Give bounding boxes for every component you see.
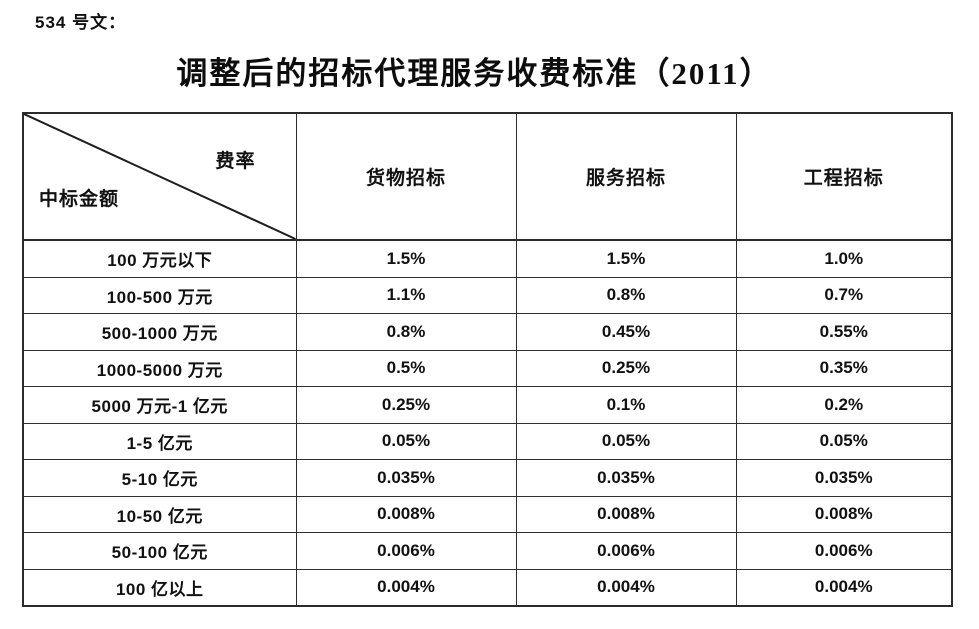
fee-cell: 0.2% [735,386,953,424]
table-row: 5-10 亿元 0.035% 0.035% 0.035% [22,459,953,497]
fee-cell: 0.5% [295,349,517,387]
fee-cell: 1.0% [735,239,953,278]
diagonal-line [24,114,296,239]
table-row: 1000-5000 万元 0.5% 0.25% 0.35% [22,349,953,387]
fee-cell: 0.05% [295,422,517,460]
row-label: 5-10 亿元 [22,459,297,497]
table-header-row: 费率 中标金额 货物招标 服务招标 工程招标 [22,112,953,241]
fee-cell: 0.008% [735,495,953,533]
row-label: 5000 万元-1 亿元 [22,386,297,424]
fee-cell: 0.006% [735,532,953,570]
row-label: 100 亿以上 [22,568,297,607]
table-row: 5000 万元-1 亿元 0.25% 0.1% 0.2% [22,386,953,424]
fee-cell: 1.1% [295,276,517,314]
table-row: 100-500 万元 1.1% 0.8% 0.7% [22,276,953,314]
fee-cell: 0.45% [515,313,737,351]
row-label: 100 万元以下 [22,239,297,278]
fee-cell: 0.035% [735,459,953,497]
table-row: 10-50 亿元 0.008% 0.008% 0.008% [22,495,953,533]
fee-cell: 0.004% [735,568,953,607]
fee-cell: 0.008% [515,495,737,533]
table-row: 100 亿以上 0.004% 0.004% 0.004% [22,568,953,607]
fee-cell: 0.35% [735,349,953,387]
fee-cell: 0.8% [515,276,737,314]
fee-cell: 0.1% [515,386,737,424]
row-label: 500-1000 万元 [22,313,297,351]
row-label: 1000-5000 万元 [22,349,297,387]
corner-label-rate: 费率 [215,151,256,172]
fee-cell: 1.5% [515,239,737,278]
row-label: 10-50 亿元 [22,495,297,533]
fee-cell: 0.006% [515,532,737,570]
fee-cell: 0.25% [515,349,737,387]
fee-cell: 0.25% [295,386,517,424]
fee-cell: 0.035% [515,459,737,497]
row-label: 100-500 万元 [22,276,297,314]
table-row: 1-5 亿元 0.05% 0.05% 0.05% [22,422,953,460]
fee-cell: 0.7% [735,276,953,314]
fee-cell: 0.006% [295,532,517,570]
fee-cell: 0.05% [735,422,953,460]
page-title: 调整后的招标代理服务收费标准（2011） [176,56,773,91]
table-row: 100 万元以下 1.5% 1.5% 1.0% [22,239,953,278]
fee-cell: 0.55% [735,313,953,351]
fee-table: 费率 中标金额 货物招标 服务招标 工程招标 100 万元以下 1.5% 1.5… [22,112,953,607]
row-label: 50-100 亿元 [22,532,297,570]
fee-cell: 0.004% [295,568,517,607]
table-row: 50-100 亿元 0.006% 0.006% 0.006% [22,532,953,570]
corner-label-amount: 中标金额 [39,189,120,210]
fee-cell: 0.008% [295,495,517,533]
column-header-engineering: 工程招标 [735,112,953,241]
fee-cell: 0.004% [515,568,737,607]
fee-cell: 0.05% [515,422,737,460]
row-label: 1-5 亿元 [22,422,297,460]
fee-cell: 0.8% [295,313,517,351]
table-row: 500-1000 万元 0.8% 0.45% 0.55% [22,313,953,351]
column-header-goods: 货物招标 [295,112,517,241]
diagonal-header-cell: 费率 中标金额 [22,112,297,241]
fee-cell: 1.5% [295,239,517,278]
column-header-services: 服务招标 [515,112,737,241]
doc-number-label: 534 号文： [35,13,127,32]
fee-cell: 0.035% [295,459,517,497]
